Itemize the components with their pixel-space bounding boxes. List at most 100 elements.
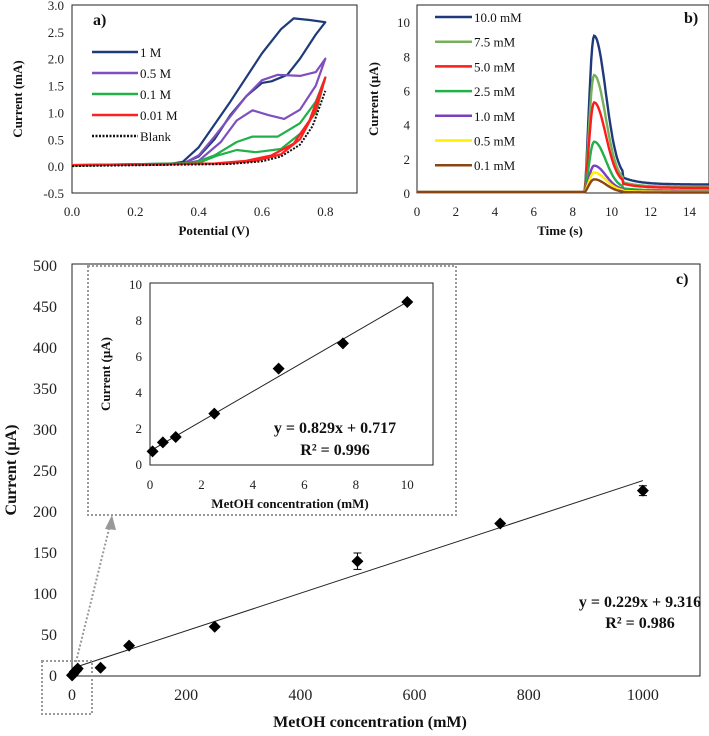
panel-c-equation: y = 0.229x + 9.316 (579, 594, 701, 611)
zoom-arrow (75, 524, 111, 663)
data-point (494, 517, 507, 530)
legend-label: 7.5 mM (474, 35, 516, 50)
x-tick-label: 0.0 (64, 204, 80, 219)
y-tick-label: 6 (136, 349, 143, 364)
trendline (152, 301, 408, 451)
x-tick-label: 6 (301, 477, 308, 492)
legend-label: 2.5 mM (474, 84, 516, 99)
panel-c-xlabel: MetOH concentration (mM) (273, 714, 467, 731)
x-tick-label: 0 (68, 687, 76, 704)
panel-c: 0 200 400 600 800 100005010015020025030035040… (3, 258, 701, 731)
y-tick-label: 8 (404, 49, 411, 64)
data-point (169, 431, 182, 443)
x-tick-label: 12 (644, 204, 657, 219)
y-tick-label: 1.0 (48, 105, 64, 120)
y-tick-label: 2.5 (48, 25, 64, 40)
data-point (208, 407, 221, 420)
data-point (336, 337, 349, 350)
cv-curve-blank (71, 90, 327, 168)
x-tick-label: 8 (353, 477, 360, 492)
x-tick-label: 10 (605, 204, 618, 219)
data-point (71, 662, 84, 675)
x-tick-label: 400 (288, 687, 312, 704)
panel-c-ylabel: Current (μA) (3, 425, 20, 516)
x-tick-label: 10 (401, 477, 414, 492)
y-tick-label: 0.5 (48, 132, 64, 147)
amperometric-curve-01mM (417, 178, 709, 194)
x-tick-label: 2 (198, 477, 205, 492)
x-tick-label: 0.6 (254, 204, 271, 219)
data-point (272, 362, 285, 375)
x-tick-label: 14 (683, 204, 697, 219)
x-tick-label: 600 (403, 687, 427, 704)
y-tick-label: 450 (33, 299, 57, 316)
y-tick-label: 6 (404, 83, 411, 98)
x-tick-label: 8 (569, 204, 576, 219)
y-tick-label: 0.0 (48, 159, 64, 174)
panel-b-ylabel: Current (μA) (366, 62, 381, 136)
y-tick-label: 4 (404, 118, 411, 133)
inset-xlabel: MetOH concentration (mM) (211, 496, 368, 511)
y-tick-label: 8 (136, 313, 143, 328)
x-tick-label: 0.8 (317, 204, 333, 219)
x-tick-label: 200 (174, 687, 198, 704)
x-tick-label: 1000 (627, 687, 659, 704)
panel-a-ylabel: Current (mA) (10, 60, 25, 137)
x-tick-label: 0 (147, 477, 154, 492)
y-tick-label: -0.5 (43, 186, 64, 201)
data-point (208, 620, 221, 633)
legend-label: Blank (140, 129, 172, 144)
y-tick-label: 100 (33, 586, 57, 603)
y-tick-label: 300 (33, 422, 57, 439)
legend-label: 0.01 M (140, 108, 178, 123)
y-tick-label: 250 (33, 463, 57, 480)
legend-label: 0.1 mM (474, 158, 516, 173)
y-tick-label: 10 (397, 15, 410, 30)
legend-label: 1.0 mM (474, 109, 516, 124)
x-tick-label: 800 (517, 687, 541, 704)
panel-b-label: b) (684, 10, 698, 27)
y-tick-label: 150 (33, 545, 57, 562)
legend-label: 0.5 mM (474, 134, 516, 149)
panel-c-label: c) (676, 271, 688, 288)
y-tick-label: 0 (404, 186, 411, 201)
data-point (401, 296, 414, 308)
panel-a-plot-area (71, 4, 358, 194)
x-tick-label: 0.4 (191, 204, 208, 219)
panel-a-label: a) (93, 12, 106, 29)
x-tick-label: 4 (492, 204, 499, 219)
legend-label: 5.0 mM (474, 59, 516, 74)
y-tick-label: 1.5 (48, 79, 64, 94)
panel-c-r2: R² = 0.986 (605, 615, 674, 632)
y-tick-label: 10 (129, 277, 142, 292)
y-tick-label: 350 (33, 381, 57, 398)
y-tick-label: 2.0 (48, 52, 64, 67)
legend-label: 1 M (140, 45, 162, 60)
cv-curve-0.5m (71, 57, 327, 167)
x-tick-label: 6 (531, 204, 538, 219)
cv-curve-0.01m (71, 76, 327, 167)
y-tick-label: 400 (33, 340, 57, 357)
inset-plot-area (149, 282, 434, 466)
x-tick-label: 0 (414, 204, 421, 219)
y-tick-label: 4 (136, 385, 143, 400)
data-point (123, 639, 136, 652)
y-tick-label: 2 (404, 152, 411, 167)
inset-chart: 0 2 4 6 8 10 0 2 4 6 8 10 y = 0.829x + 0.717 R² = 0… (87, 265, 457, 516)
y-tick-label: 0 (136, 457, 143, 472)
x-tick-label: 2 (453, 204, 460, 219)
data-point (146, 445, 159, 458)
y-tick-label: 2 (136, 421, 143, 436)
data-point (351, 555, 364, 568)
legend-label: 0.5 M (140, 66, 172, 81)
trendline (71, 480, 644, 669)
y-tick-label: 500 (33, 258, 57, 275)
inset-r2: R² = 0.996 (300, 442, 369, 459)
panel-a-xlabel: Potential (V) (178, 223, 249, 238)
zoom-arrow-head (105, 515, 116, 530)
data-point (636, 484, 649, 497)
panel-a: 0.0 0.2 0.4 0.6 0.8-0.50.00.51.01.52.02.53.0… (10, 0, 358, 238)
panel-b-plot-area (416, 4, 709, 194)
y-tick-label: 50 (41, 627, 57, 644)
